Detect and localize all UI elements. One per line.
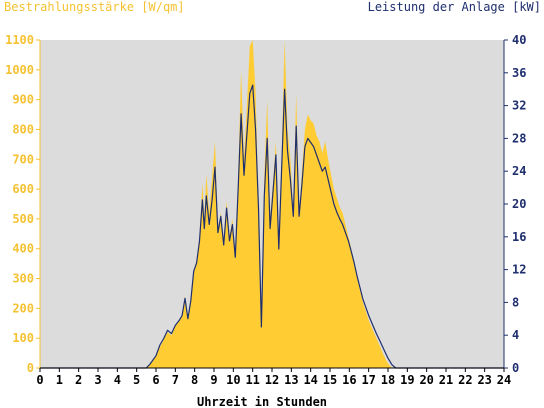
x-tick-label: 17 [361, 373, 375, 387]
x-tick-label: 19 [400, 373, 414, 387]
right-tick-label: 20 [512, 197, 526, 211]
x-tick-label: 20 [419, 373, 433, 387]
x-tick-label: 23 [477, 373, 491, 387]
right-tick-label: 28 [512, 131, 526, 145]
left-tick-label: 200 [12, 301, 34, 315]
right-tick-label: 0 [512, 361, 519, 375]
x-tick-label: 15 [323, 373, 337, 387]
x-tick-label: 5 [133, 373, 140, 387]
axis-layer: 0100200300400500600700800900100011000481… [5, 33, 526, 387]
left-tick-label: 500 [12, 212, 34, 226]
right-tick-label: 32 [512, 99, 526, 113]
x-tick-label: 24 [497, 373, 511, 387]
right-tick-label: 24 [512, 164, 526, 178]
x-tick-label: 3 [94, 373, 101, 387]
x-tick-label: 8 [191, 373, 198, 387]
x-tick-label: 1 [56, 373, 63, 387]
x-tick-label: 18 [381, 373, 395, 387]
x-axis-title: Uhrzeit in Stunden [197, 395, 327, 408]
right-tick-label: 8 [512, 295, 519, 309]
x-tick-label: 13 [284, 373, 298, 387]
left-tick-label: 400 [12, 242, 34, 256]
series-power-line [40, 84, 504, 369]
right-tick-label: 40 [512, 33, 526, 47]
x-tick-label: 11 [245, 373, 259, 387]
right-tick-label: 16 [512, 230, 526, 244]
right-tick-label: 36 [512, 66, 526, 80]
left-tick-label: 900 [12, 93, 34, 107]
left-tick-label: 600 [12, 182, 34, 196]
x-tick-label: 9 [210, 373, 217, 387]
x-tick-label: 10 [226, 373, 240, 387]
left-axis-title: Bestrahlungsstärke [W/qm] [4, 0, 185, 14]
left-tick-label: 100 [12, 331, 34, 345]
x-tick-label: 14 [303, 373, 317, 387]
right-tick-label: 12 [512, 263, 526, 277]
left-tick-label: 300 [12, 272, 34, 286]
x-tick-label: 22 [458, 373, 472, 387]
left-tick-label: 0 [27, 361, 34, 375]
x-tick-label: 0 [36, 373, 43, 387]
right-axis-title: Leistung der Anlage [kW] [368, 0, 541, 14]
x-tick-label: 16 [342, 373, 356, 387]
right-tick-label: 4 [512, 328, 519, 342]
left-tick-label: 1100 [5, 33, 34, 47]
x-tick-label: 12 [265, 373, 279, 387]
left-tick-label: 1000 [5, 63, 34, 77]
x-tick-label: 2 [75, 373, 82, 387]
x-tick-label: 4 [114, 373, 121, 387]
left-tick-label: 700 [12, 152, 34, 166]
x-tick-label: 7 [172, 373, 179, 387]
x-tick-label: 6 [152, 373, 159, 387]
series-layer [40, 40, 504, 369]
x-tick-label: 21 [439, 373, 453, 387]
left-tick-label: 800 [12, 122, 34, 136]
